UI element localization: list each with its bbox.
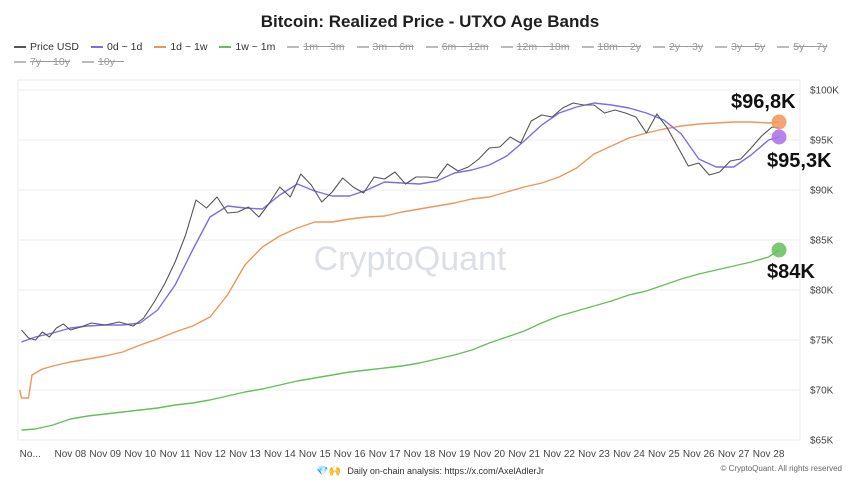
legend-label: 2y ~ 3y <box>668 41 704 53</box>
x-tick-label: Nov 26 <box>683 449 715 460</box>
legend: Price USD 0d ~ 1d 1d ~ 1w 1w ~ 1m 1m ~ 3m 3m … <box>14 40 844 70</box>
x-tick-label: Nov 20 <box>473 449 505 460</box>
legend-swatch <box>287 46 300 49</box>
series-line-0d-1d <box>21 102 780 343</box>
legend-swatch <box>715 46 728 49</box>
x-tick-label: Nov 17 <box>369 449 401 460</box>
value-label: $84K <box>767 261 815 283</box>
y-axis: $100K $95K $90K $85K $80K $75K $70K $65K <box>810 86 839 447</box>
legend-item[interactable]: 1d ~ 1w <box>154 40 207 55</box>
legend-swatch <box>425 46 438 49</box>
legend-label: 3y ~ 5y <box>731 41 766 53</box>
x-tick-label: Nov 19 <box>439 449 471 460</box>
legend-item[interactable]: 7y ~ 10y <box>14 55 70 70</box>
x-tick-label: Nov 27 <box>718 449 750 460</box>
y-tick-label: $70K <box>810 386 834 397</box>
legend-item[interactable]: 5y ~ 7y <box>777 40 827 55</box>
legend-label: 0d ~ 1d <box>107 41 143 53</box>
x-tick-label: Nov 25 <box>648 449 680 460</box>
copyright: © CryptoQuant. All rights reserved <box>720 464 843 473</box>
legend-swatch <box>154 46 167 49</box>
y-tick-label: $100K <box>810 86 839 97</box>
series-end-marker <box>771 114 787 130</box>
x-tick-label: Nov 12 <box>194 449 226 460</box>
legend-item[interactable]: 1m ~ 3m <box>287 40 345 55</box>
legend-item[interactable]: 18m ~ 2y <box>581 40 641 55</box>
legend-label: 7y ~ 10y <box>30 56 70 68</box>
x-tick-label: No... <box>20 449 41 460</box>
x-tick-label: Nov 08 <box>55 449 87 460</box>
x-tick-label: Nov 15 <box>299 449 331 460</box>
legend-swatch <box>91 46 104 49</box>
series-line-price-usd <box>21 102 780 341</box>
x-tick-label: Nov 28 <box>753 449 785 460</box>
x-tick-label: Nov 11 <box>160 449 191 460</box>
series-end-marker <box>771 129 787 145</box>
y-tick-label: $80K <box>810 286 834 297</box>
x-tick-label: Nov 10 <box>124 449 156 460</box>
series-end-marker <box>771 242 787 258</box>
footer-text[interactable]: Daily on-chain analysis: https://x.com/A… <box>347 466 544 476</box>
x-tick-label: Nov 24 <box>613 449 645 460</box>
legend-item[interactable]: 1w ~ 1m <box>219 40 275 55</box>
legend-swatch <box>777 46 790 49</box>
legend-item[interactable]: Price USD <box>14 40 79 55</box>
legend-swatch <box>581 46 594 49</box>
legend-label: 1d ~ 1w <box>170 41 208 53</box>
legend-label: Price USD <box>30 41 80 53</box>
legend-label: 5y ~ 7y <box>793 41 828 53</box>
value-label: $96,8K <box>731 91 796 113</box>
x-tick-label: Nov 16 <box>334 449 366 460</box>
y-tick-label: $85K <box>810 236 834 247</box>
chart-title: Bitcoin: Realized Price - UTXO Age Bands <box>260 12 600 31</box>
y-tick-label: $65K <box>810 436 834 447</box>
series-layer <box>19 102 780 431</box>
y-tick-label: $90K <box>810 186 834 197</box>
y-tick-label: $95K <box>810 136 834 147</box>
marker-layer: $96,8K $95,3K $84K <box>731 91 832 283</box>
legend-swatch <box>652 46 665 49</box>
footer: 💎🙌 Daily on-chain analysis: https://x.co… <box>0 466 860 477</box>
x-axis: No... Nov 08 Nov 09 Nov 10 Nov 11 Nov 12 Nov 1… <box>20 449 785 460</box>
legend-swatch <box>356 46 369 49</box>
x-tick-label: Nov 21 <box>508 449 540 460</box>
legend-swatch <box>500 46 513 49</box>
x-tick-label: Nov 23 <box>578 449 610 460</box>
series-line-1d-1w <box>19 121 780 399</box>
y-tick-label: $75K <box>810 336 834 347</box>
diamond-hands-icon: 💎🙌 <box>316 466 341 477</box>
legend-swatch <box>219 46 232 49</box>
legend-item[interactable]: 3m ~ 6m <box>356 40 414 55</box>
legend-label: 1w ~ 1m <box>235 41 276 53</box>
legend-label: 6m ~ 12m <box>441 41 489 53</box>
gridlines <box>18 89 800 441</box>
x-tick-label: Nov 09 <box>89 449 121 460</box>
series-line-1w-1m <box>21 249 780 431</box>
legend-label: 12m ~ 18m <box>516 41 570 53</box>
watermark: CryptoQuant <box>314 240 507 278</box>
legend-label: 3m ~ 6m <box>372 41 414 53</box>
legend-item[interactable]: 6m ~ 12m <box>425 40 489 55</box>
x-tick-label: Nov 22 <box>543 449 575 460</box>
x-tick-label: Nov 14 <box>264 449 296 460</box>
legend-label: 18m ~ 2y <box>597 41 641 53</box>
x-tick-label: Nov 13 <box>229 449 261 460</box>
legend-swatch <box>14 61 26 64</box>
legend-swatch <box>14 46 26 49</box>
legend-label: 1m ~ 3m <box>303 41 345 53</box>
legend-item[interactable]: 2y ~ 3y <box>652 40 704 55</box>
legend-item[interactable]: 10y ~ <box>82 55 124 70</box>
legend-swatch <box>82 61 94 64</box>
value-label: $95,3K <box>767 150 832 172</box>
legend-item[interactable]: 12m ~ 18m <box>500 40 570 55</box>
legend-item[interactable]: 3y ~ 5y <box>715 40 765 55</box>
x-tick-label: Nov 18 <box>404 449 436 460</box>
legend-label: 10y ~ <box>98 56 124 68</box>
legend-item[interactable]: 0d ~ 1d <box>91 40 142 55</box>
